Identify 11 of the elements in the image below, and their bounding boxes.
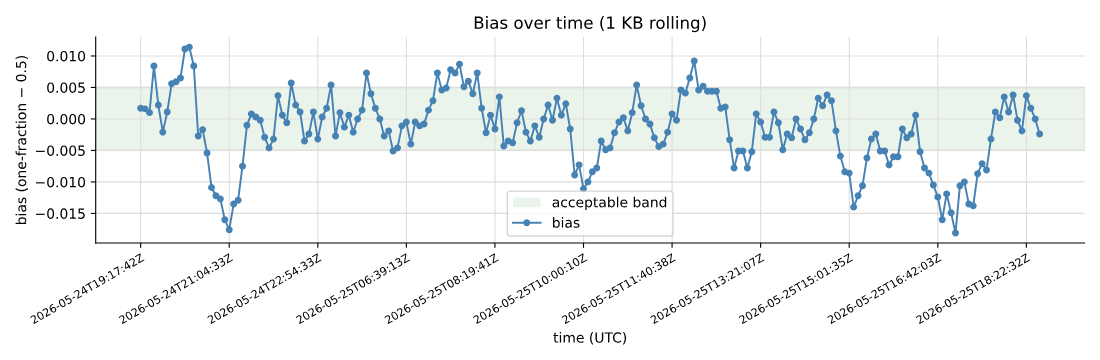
y-tick-label: −0.005 [36, 145, 85, 156]
y-tick-label: 0.010 [47, 50, 86, 62]
y-axis-title: bias (one-fraction − 0.5) [15, 56, 28, 224]
y-tick-label: 0.000 [47, 113, 86, 125]
y-tick-label: 0.005 [47, 82, 85, 93]
legend-label: bias [553, 217, 580, 228]
y-tick-label: −0.015 [36, 208, 85, 219]
legend-label: acceptable band [552, 196, 667, 211]
y-tick-label: −0.010 [36, 176, 86, 188]
x-axis-title: time (UTC) [553, 332, 627, 345]
chart-title: Bias over time (1 KB rolling) [474, 16, 706, 33]
